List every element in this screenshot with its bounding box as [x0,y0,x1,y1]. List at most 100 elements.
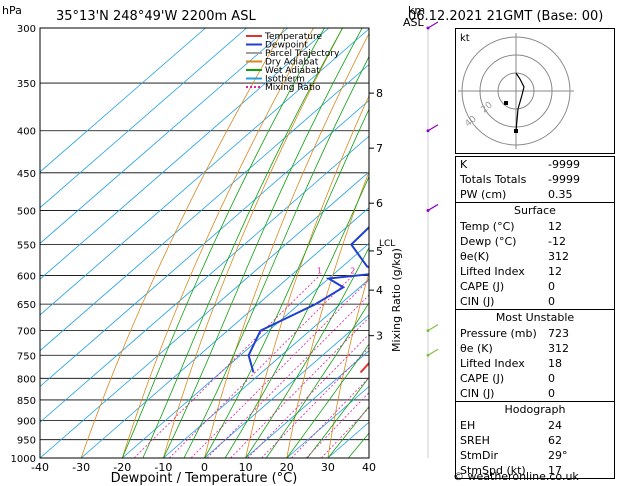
temperature-tick-label: -40 [31,461,49,474]
k-label: K [460,158,468,171]
mixing-ratio-line [133,275,320,458]
mu-cape-value: 0 [548,372,555,385]
wet-adiabat [224,175,369,458]
pressure-tick-label: 300 [17,24,36,35]
lcl-label: LCL [379,239,395,249]
surface-cape-label: CAPE (J) [460,280,505,293]
wind-barb [427,21,439,29]
temperature-tick-label: -10 [154,461,172,474]
surface-temp-label: Temp (°C) [460,220,515,233]
wet-adiabat [245,246,369,458]
pressure-tick-label: 750 [17,351,36,362]
isotherm-line [40,135,369,423]
mixing-ratio-axis-label: Mixing Ratio (g/kg) [390,248,403,352]
pressure-tick-label: 650 [17,300,36,311]
surface-li-label: Lifted Index [460,265,525,278]
isotherm-line [40,64,369,352]
pressure-tick-label: 400 [17,127,36,138]
sreh-label: SREH [460,434,490,447]
wind-barb [427,203,439,211]
surface-li-value: 12 [548,265,562,278]
hodograph-marker [514,129,518,133]
dry-adiabat [245,94,369,458]
hodograph-marker [504,101,508,105]
location-title: 35°13'N 248°49'W 2200m ASL [56,9,256,24]
temperature-tick-label: 20 [280,461,294,474]
wind-barb [427,124,439,132]
k-value: -9999 [548,158,580,171]
hpa-label: hPa [2,4,22,17]
series-dewpoint [247,225,369,373]
pressure-tick-label: 850 [17,396,36,407]
wet-adiabat [265,302,369,458]
axes: 3003504004505005506006507007508008509009… [11,21,439,474]
isotherm-line [40,171,369,458]
stmdir-label: StmDir [460,449,499,462]
hodograph-plot: kt 40 20 [458,33,574,149]
asl-label: ASL [403,16,425,29]
mu-pressure-label: Pressure (mb) [460,327,537,340]
temperature-tick-label: 40 [362,461,376,474]
tt-label: Totals Totals [460,173,527,186]
km-label: km [408,4,425,17]
km-tick-label: 6 [376,197,383,210]
dry-adiabat [286,170,369,458]
mixing-ratio-line [190,279,369,458]
eh-value: 24 [548,419,562,432]
isotherm-line [80,207,369,458]
hodograph-table-title: Hodograph [504,403,566,416]
surface-dewp-value: -12 [548,235,566,248]
datetime-title: 06.12.2021 21GMT (Base: 00) [408,9,603,24]
wet-adiabat [204,108,369,458]
temperature-tick-label: 0 [201,461,208,474]
isotherm-line [245,350,369,458]
footer-credit: © weatheronline.co.uk [453,470,579,483]
pressure-tick-label: 700 [17,327,36,338]
x-axis-label: Dewpoint / Temperature (°C) [111,471,298,486]
pressure-tick-label: 500 [17,206,36,217]
legend-label: Dewpoint [265,41,308,51]
hodograph: kt 40 20 [455,28,615,154]
mu-thetae-label: θe (K) [460,342,493,355]
surface-title: Surface [514,204,556,217]
km-tick-label: 8 [376,87,383,100]
wet-adiabat [121,28,325,458]
mu-cin-label: CIN (J) [460,387,495,400]
mu-cape-label: CAPE (J) [460,372,505,385]
dry-adiabat [163,28,343,458]
hodograph-trace [515,72,525,132]
legend-label: Parcel Trajectory [265,49,340,59]
temperature-tick-label: -20 [113,461,131,474]
tt-value: -9999 [548,173,580,186]
temperature-tick-label: -30 [72,461,90,474]
isotherm-line [121,242,369,458]
hodograph-ring-label-40: 40 [464,114,479,129]
temperature-tick-label: 30 [321,461,335,474]
legend-label: Mixing Ratio [265,83,321,93]
km-tick-label: 7 [376,142,383,155]
temperature-tick-label: 10 [239,461,253,474]
surface-cin-label: CIN (J) [460,295,495,308]
wind-barb [427,348,439,356]
wet-adiabat [306,376,369,458]
mixing-ratio-label: 2 [350,267,355,276]
pressure-tick-label: 350 [17,79,36,90]
mixing-ratio-line [206,294,369,458]
wind-barb-dot [426,26,430,30]
km-tick-label: 3 [376,330,383,343]
mu-pressure-value: 723 [548,327,569,340]
surface-cin-value: 0 [548,295,555,308]
sreh-value: 62 [548,434,562,447]
pressure-tick-label: 800 [17,374,36,385]
stmdir-value: 29° [548,449,568,462]
km-tick-label: 4 [376,284,383,297]
mixing-ratio-line [230,317,369,458]
mu-cin-value: 0 [548,387,555,400]
pw-value: 0.35 [548,188,573,201]
mixing-ratio-line [168,275,354,458]
mixing-ratio-label: 8 [424,267,429,276]
isotherm-line [40,28,247,209]
isotherm-line [204,314,369,458]
